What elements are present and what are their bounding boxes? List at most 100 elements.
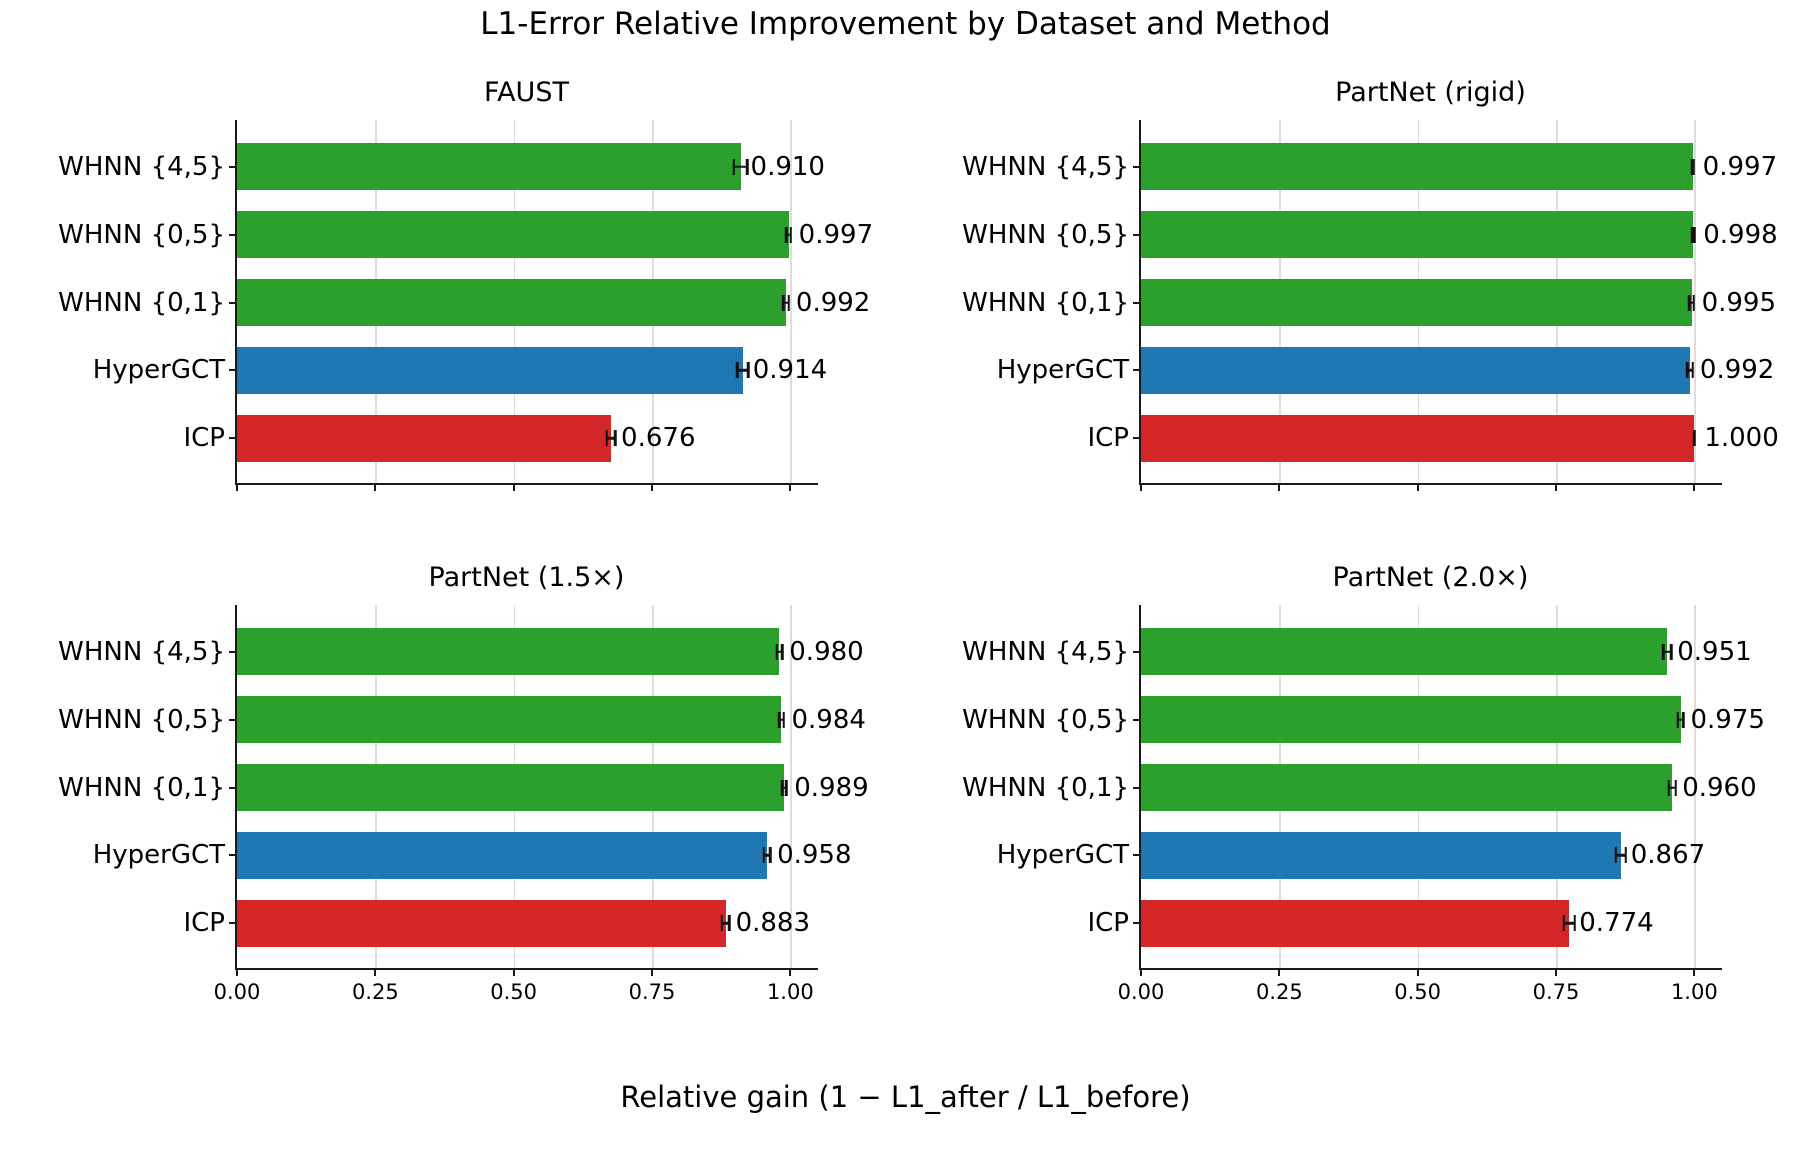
error-bar (1689, 301, 1694, 304)
error-bar-cap (1690, 158, 1693, 175)
x-tick (1416, 483, 1419, 491)
error-bar-cap (1667, 779, 1671, 796)
y-tick-label: WHNN {0,5} (962, 219, 1129, 250)
bar (1141, 764, 1673, 811)
bar (1141, 143, 1693, 191)
x-tick (512, 968, 515, 976)
x-tick-label: 0.25 (1255, 980, 1303, 1004)
x-tick-label: 0.75 (628, 980, 676, 1004)
value-label: 0.998 (1703, 219, 1778, 250)
y-tick-label: WHNN {0,5} (58, 704, 225, 735)
x-axis-label: Relative gain (1 − L1_after / L1_before) (620, 1080, 1191, 1114)
gridline (1694, 605, 1696, 968)
subplot-1: PartNet (rigid) WHNN {4,5} 0.997 WHNN {0,5}… (962, 77, 1779, 491)
bar (1141, 414, 1695, 462)
bar (1141, 696, 1681, 744)
error-bar (1563, 921, 1575, 925)
error-bar-cap (769, 847, 772, 864)
y-tick (229, 301, 237, 304)
bar (1141, 899, 1570, 947)
error-bar-cap (605, 430, 608, 447)
gridline (790, 120, 792, 483)
x-tick (374, 483, 377, 491)
x-tick (374, 968, 377, 976)
error-bar-cap (780, 779, 784, 796)
error-bar (783, 301, 789, 304)
y-tick (1133, 718, 1141, 721)
y-tick-label: HyperGCT (92, 355, 225, 386)
value-label: 0.992 (1699, 355, 1775, 386)
value-label: 0.980 (789, 636, 864, 667)
x-tick (789, 968, 792, 976)
error-bar-cap (787, 294, 790, 311)
error-bar-cap (614, 430, 617, 447)
y-tick-label: WHNN {0,1} (962, 287, 1129, 318)
y-tick-label: WHNN {0,5} (962, 704, 1129, 735)
value-label: 0.975 (1690, 704, 1765, 735)
error-bar-cap (1562, 915, 1565, 932)
error-bar-cap (1690, 226, 1694, 243)
bar (237, 628, 780, 676)
y-tick (1133, 922, 1141, 925)
x-tick (1693, 483, 1696, 491)
error-bar-cap (1669, 643, 1673, 660)
error-bar (1615, 854, 1626, 857)
plot-area: WHNN {4,5} 0.997 WHNN {0,5} 0.998 WHNN {0,1}… (962, 120, 1779, 491)
error-bar-cap (781, 294, 785, 311)
subplot-0: FAUST WHNN {4,5} 0.910 WHNN {0,5} 0.997 WHNN … (58, 77, 873, 491)
error-bar-cap (1682, 711, 1685, 728)
y-tick (1133, 301, 1141, 304)
y-tick-label: WHNN {4,5} (962, 151, 1129, 182)
x-tick-label: 0.00 (1117, 980, 1165, 1004)
error-bar (786, 233, 791, 236)
bar (237, 346, 743, 394)
bar (237, 211, 789, 259)
subplot-title: PartNet (2.0×) (1332, 562, 1529, 593)
value-label: 0.958 (777, 840, 852, 871)
value-label: 0.867 (1630, 840, 1706, 871)
bar (1141, 211, 1694, 259)
error-bar-cap (789, 226, 793, 243)
error-bar-cap (785, 779, 788, 796)
y-tick-label: WHNN {4,5} (58, 151, 225, 182)
subplot-title: PartNet (1.5×) (428, 562, 625, 593)
bar (1141, 628, 1668, 676)
error-bar-cap (747, 362, 750, 379)
x-tick (1693, 968, 1696, 976)
value-label: 0.774 (1579, 908, 1654, 939)
error-bar (1677, 718, 1684, 721)
error-bar-cap (762, 847, 766, 864)
error-bar (779, 718, 784, 721)
y-tick-label: ICP (183, 908, 225, 939)
subplot-2: PartNet (1.5×) 0.00 0.25 0.50 0.75 1.00 WHNN {… (58, 562, 869, 1004)
x-tick-label: 0.50 (1394, 980, 1442, 1004)
error-bar-cap (745, 158, 749, 175)
y-tick-label: WHNN {4,5} (58, 636, 225, 667)
error-bar (1687, 369, 1693, 372)
x-tick (236, 483, 238, 491)
y-tick (1133, 369, 1141, 372)
plot-area: 0.00 0.25 0.50 0.75 1.00 WHNN {4,5} 0.980 WHNN … (58, 605, 869, 1004)
x-tick (1278, 483, 1281, 491)
subplot-3: PartNet (2.0×) 0.00 0.25 0.50 0.75 1.00 WHNN {… (962, 562, 1765, 1004)
x-tick (1416, 968, 1419, 976)
error-bar-cap (1692, 158, 1696, 175)
y-tick-label: WHNN {4,5} (962, 636, 1129, 667)
value-label: 0.883 (735, 908, 811, 939)
y-tick (229, 854, 237, 857)
bar (1141, 346, 1690, 394)
error-bar-cap (1688, 294, 1691, 311)
x-tick-label: 1.00 (766, 980, 814, 1004)
error-bar (733, 165, 748, 169)
x-tick (789, 483, 792, 491)
error-bar-cap (1691, 362, 1694, 379)
error-bar-cap (1662, 643, 1665, 660)
error-bar-cap (780, 643, 784, 660)
bar (237, 831, 768, 879)
error-bar (763, 854, 771, 857)
y-tick (229, 786, 237, 789)
y-tick-label: WHNN {0,1} (962, 772, 1129, 803)
gridline (790, 605, 792, 968)
error-bar-cap (782, 711, 785, 728)
value-label: 0.951 (1677, 636, 1752, 667)
